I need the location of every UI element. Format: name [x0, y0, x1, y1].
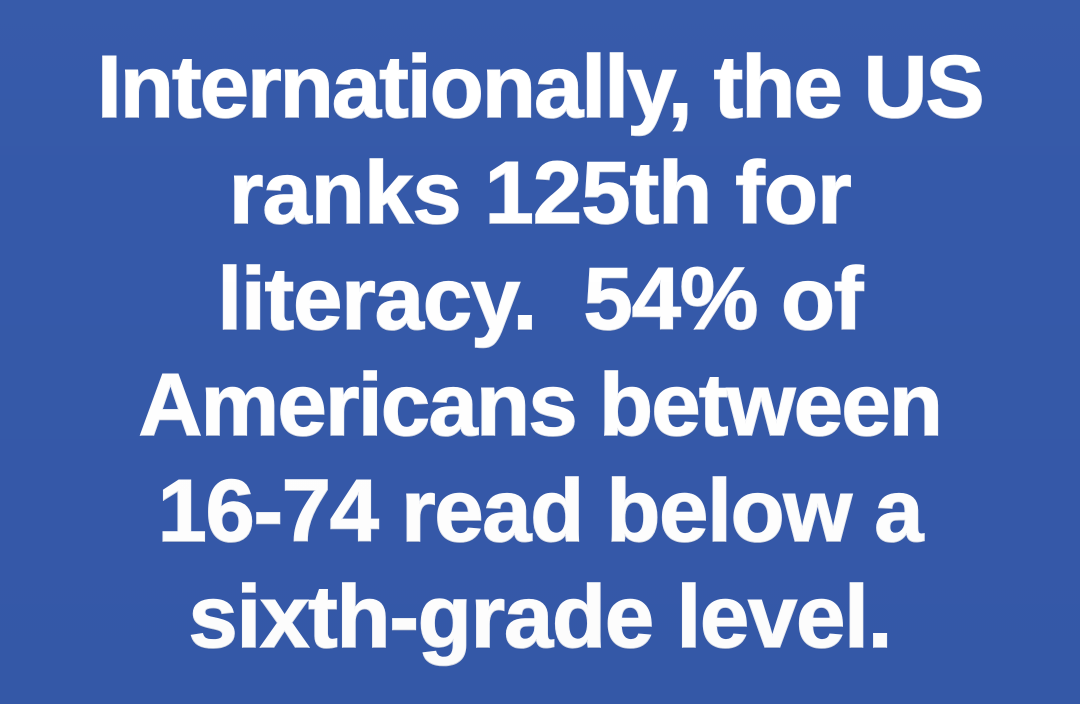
statement-line-4: Americans between — [138, 354, 944, 455]
statement-line-1: Internationally, the US — [96, 36, 985, 137]
statement-line-3: literacy. 54% of — [217, 248, 864, 349]
statement-line-2: ranks 125th for — [228, 142, 852, 243]
statement-line-6: sixth-grade level. — [188, 566, 893, 667]
statement-line-5: 16-74 read below a — [157, 460, 924, 561]
